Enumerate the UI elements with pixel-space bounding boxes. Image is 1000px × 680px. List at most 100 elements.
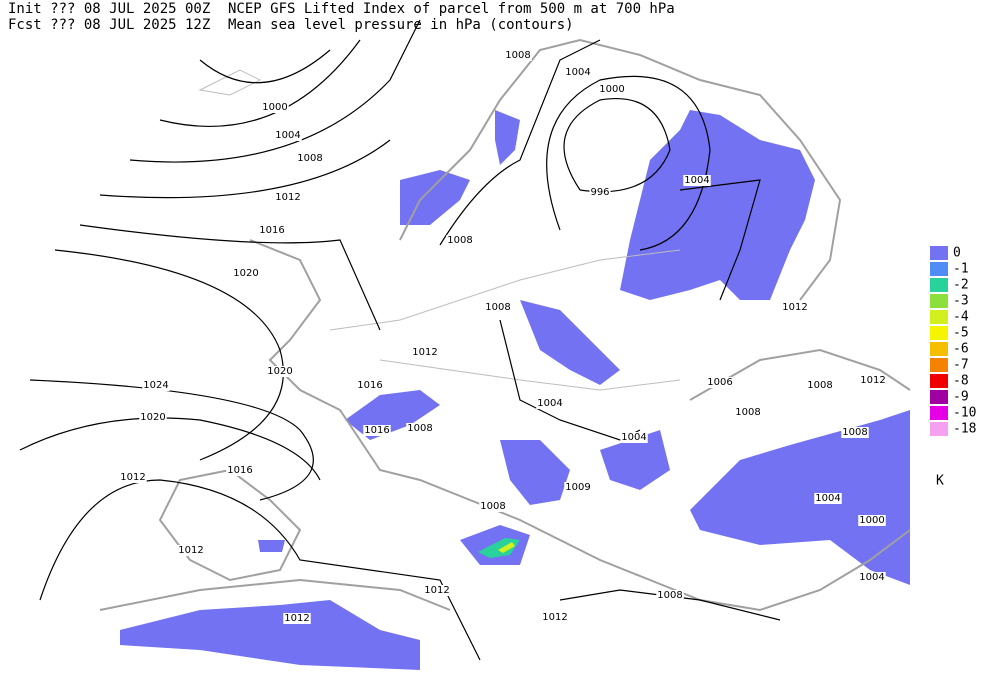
legend-label: -10 xyxy=(953,406,976,421)
contour-label-bg xyxy=(266,366,294,377)
legend-swatch xyxy=(930,278,948,292)
contour-label-bg xyxy=(423,585,451,596)
contour-label: 1012 xyxy=(412,347,437,358)
legend-swatch xyxy=(930,326,948,340)
contour-label-bg xyxy=(406,423,434,434)
forecast-time: Fcst ??? 08 JUL 2025 12Z xyxy=(8,17,210,33)
contour-label: 1004 xyxy=(621,432,646,443)
legend: 0-1-2-3-4-5-6-7-8-9-10-18 K xyxy=(930,246,976,489)
legend-swatch xyxy=(930,342,948,356)
isobars xyxy=(19,19,781,661)
contour-label-bg xyxy=(484,302,512,313)
contour-label-bg xyxy=(656,590,684,601)
legend-swatch xyxy=(930,262,948,276)
coastline xyxy=(99,578,451,611)
isobar xyxy=(546,75,711,251)
legend-unit: K xyxy=(936,474,944,489)
contour-label-bg xyxy=(598,84,626,95)
contour-label-bg xyxy=(283,613,311,624)
contour-label: 1004 xyxy=(537,398,562,409)
contour-label-bg xyxy=(274,130,302,141)
contour-label: 1008 xyxy=(735,407,760,418)
area xyxy=(120,600,420,670)
contour-label-bg xyxy=(274,192,302,203)
legend-label: -1 xyxy=(953,262,969,277)
contour-label: 1008 xyxy=(505,50,530,61)
contour-label-bg xyxy=(177,545,205,556)
contour-label: 1000 xyxy=(262,102,287,113)
contour-label: 1020 xyxy=(233,268,258,279)
contour-label: 1012 xyxy=(542,612,567,623)
coastline xyxy=(249,239,911,612)
init-time: Init ??? 08 JUL 2025 00Z xyxy=(8,1,210,17)
contour-label: 1004 xyxy=(859,572,884,583)
isobar xyxy=(19,417,321,481)
legend-label: -6 xyxy=(953,342,969,357)
contour-label: 1008 xyxy=(407,423,432,434)
contour-label-bg xyxy=(119,472,147,483)
isobar xyxy=(29,379,314,501)
contour-label-bg xyxy=(226,465,254,476)
instability-areas xyxy=(120,110,910,670)
contour-label: 1008 xyxy=(657,590,682,601)
area xyxy=(620,110,815,300)
area-strong xyxy=(478,538,520,558)
isobar xyxy=(99,139,391,199)
isobar xyxy=(54,249,284,461)
contour-label: 1008 xyxy=(297,153,322,164)
contour-label-bg xyxy=(541,612,569,623)
map-title: NCEP GFS Lifted Index of parcel from 500… xyxy=(228,1,675,17)
contour-label: 1008 xyxy=(807,380,832,391)
contour-label: 1016 xyxy=(364,425,389,436)
contour-label-bg xyxy=(781,302,809,313)
coastlines xyxy=(99,38,911,612)
contour-label-bg xyxy=(479,501,507,512)
contour-label: 1012 xyxy=(275,192,300,203)
legend-label: -9 xyxy=(953,390,969,405)
coastline xyxy=(158,468,302,582)
contour-label: 1008 xyxy=(485,302,510,313)
contour-label: 1004 xyxy=(815,493,840,504)
contour-label: 1000 xyxy=(859,515,884,526)
contour-label-bg xyxy=(296,153,324,164)
contour-label-bg xyxy=(564,482,592,493)
contour-label: 1008 xyxy=(480,501,505,512)
legend-label: -4 xyxy=(953,310,969,325)
legend-swatch xyxy=(930,294,948,308)
legend-label: -8 xyxy=(953,374,969,389)
isobar xyxy=(679,179,761,301)
coastline xyxy=(399,38,842,301)
contour-label-bg xyxy=(734,407,762,418)
contour-label-bg xyxy=(232,268,260,279)
legend-label: -7 xyxy=(953,358,969,373)
contour-label-bg xyxy=(706,377,734,388)
coastline xyxy=(689,348,911,401)
isobar xyxy=(39,479,481,661)
isobar xyxy=(199,49,331,84)
contour-label: 1024 xyxy=(143,380,168,391)
contour-label-bg xyxy=(858,572,886,583)
legend-label: -3 xyxy=(953,294,969,309)
map-subtitle: Mean sea level pressure in hPa (contours… xyxy=(228,17,574,33)
contour-label-bg xyxy=(536,398,564,409)
legend-swatch xyxy=(930,246,948,260)
legend-swatch xyxy=(930,358,948,372)
contour-label: 1012 xyxy=(120,472,145,483)
contour-label: 1016 xyxy=(259,225,284,236)
contour-label-bg xyxy=(446,235,474,246)
contour-label: 1020 xyxy=(267,366,292,377)
contour-label-bg xyxy=(620,432,648,443)
contour-label-bg xyxy=(142,380,170,391)
area xyxy=(495,110,520,165)
isobar xyxy=(129,19,421,163)
contour-label-bg xyxy=(356,380,384,391)
contour-label-bg xyxy=(504,50,532,61)
contour-label: 1012 xyxy=(860,375,885,386)
area xyxy=(520,300,620,385)
contour-label-bg xyxy=(363,425,391,436)
contour-label-bg xyxy=(859,375,887,386)
contour-label: 1008 xyxy=(842,427,867,438)
legend-label: 0 xyxy=(953,246,961,261)
border xyxy=(379,359,681,391)
